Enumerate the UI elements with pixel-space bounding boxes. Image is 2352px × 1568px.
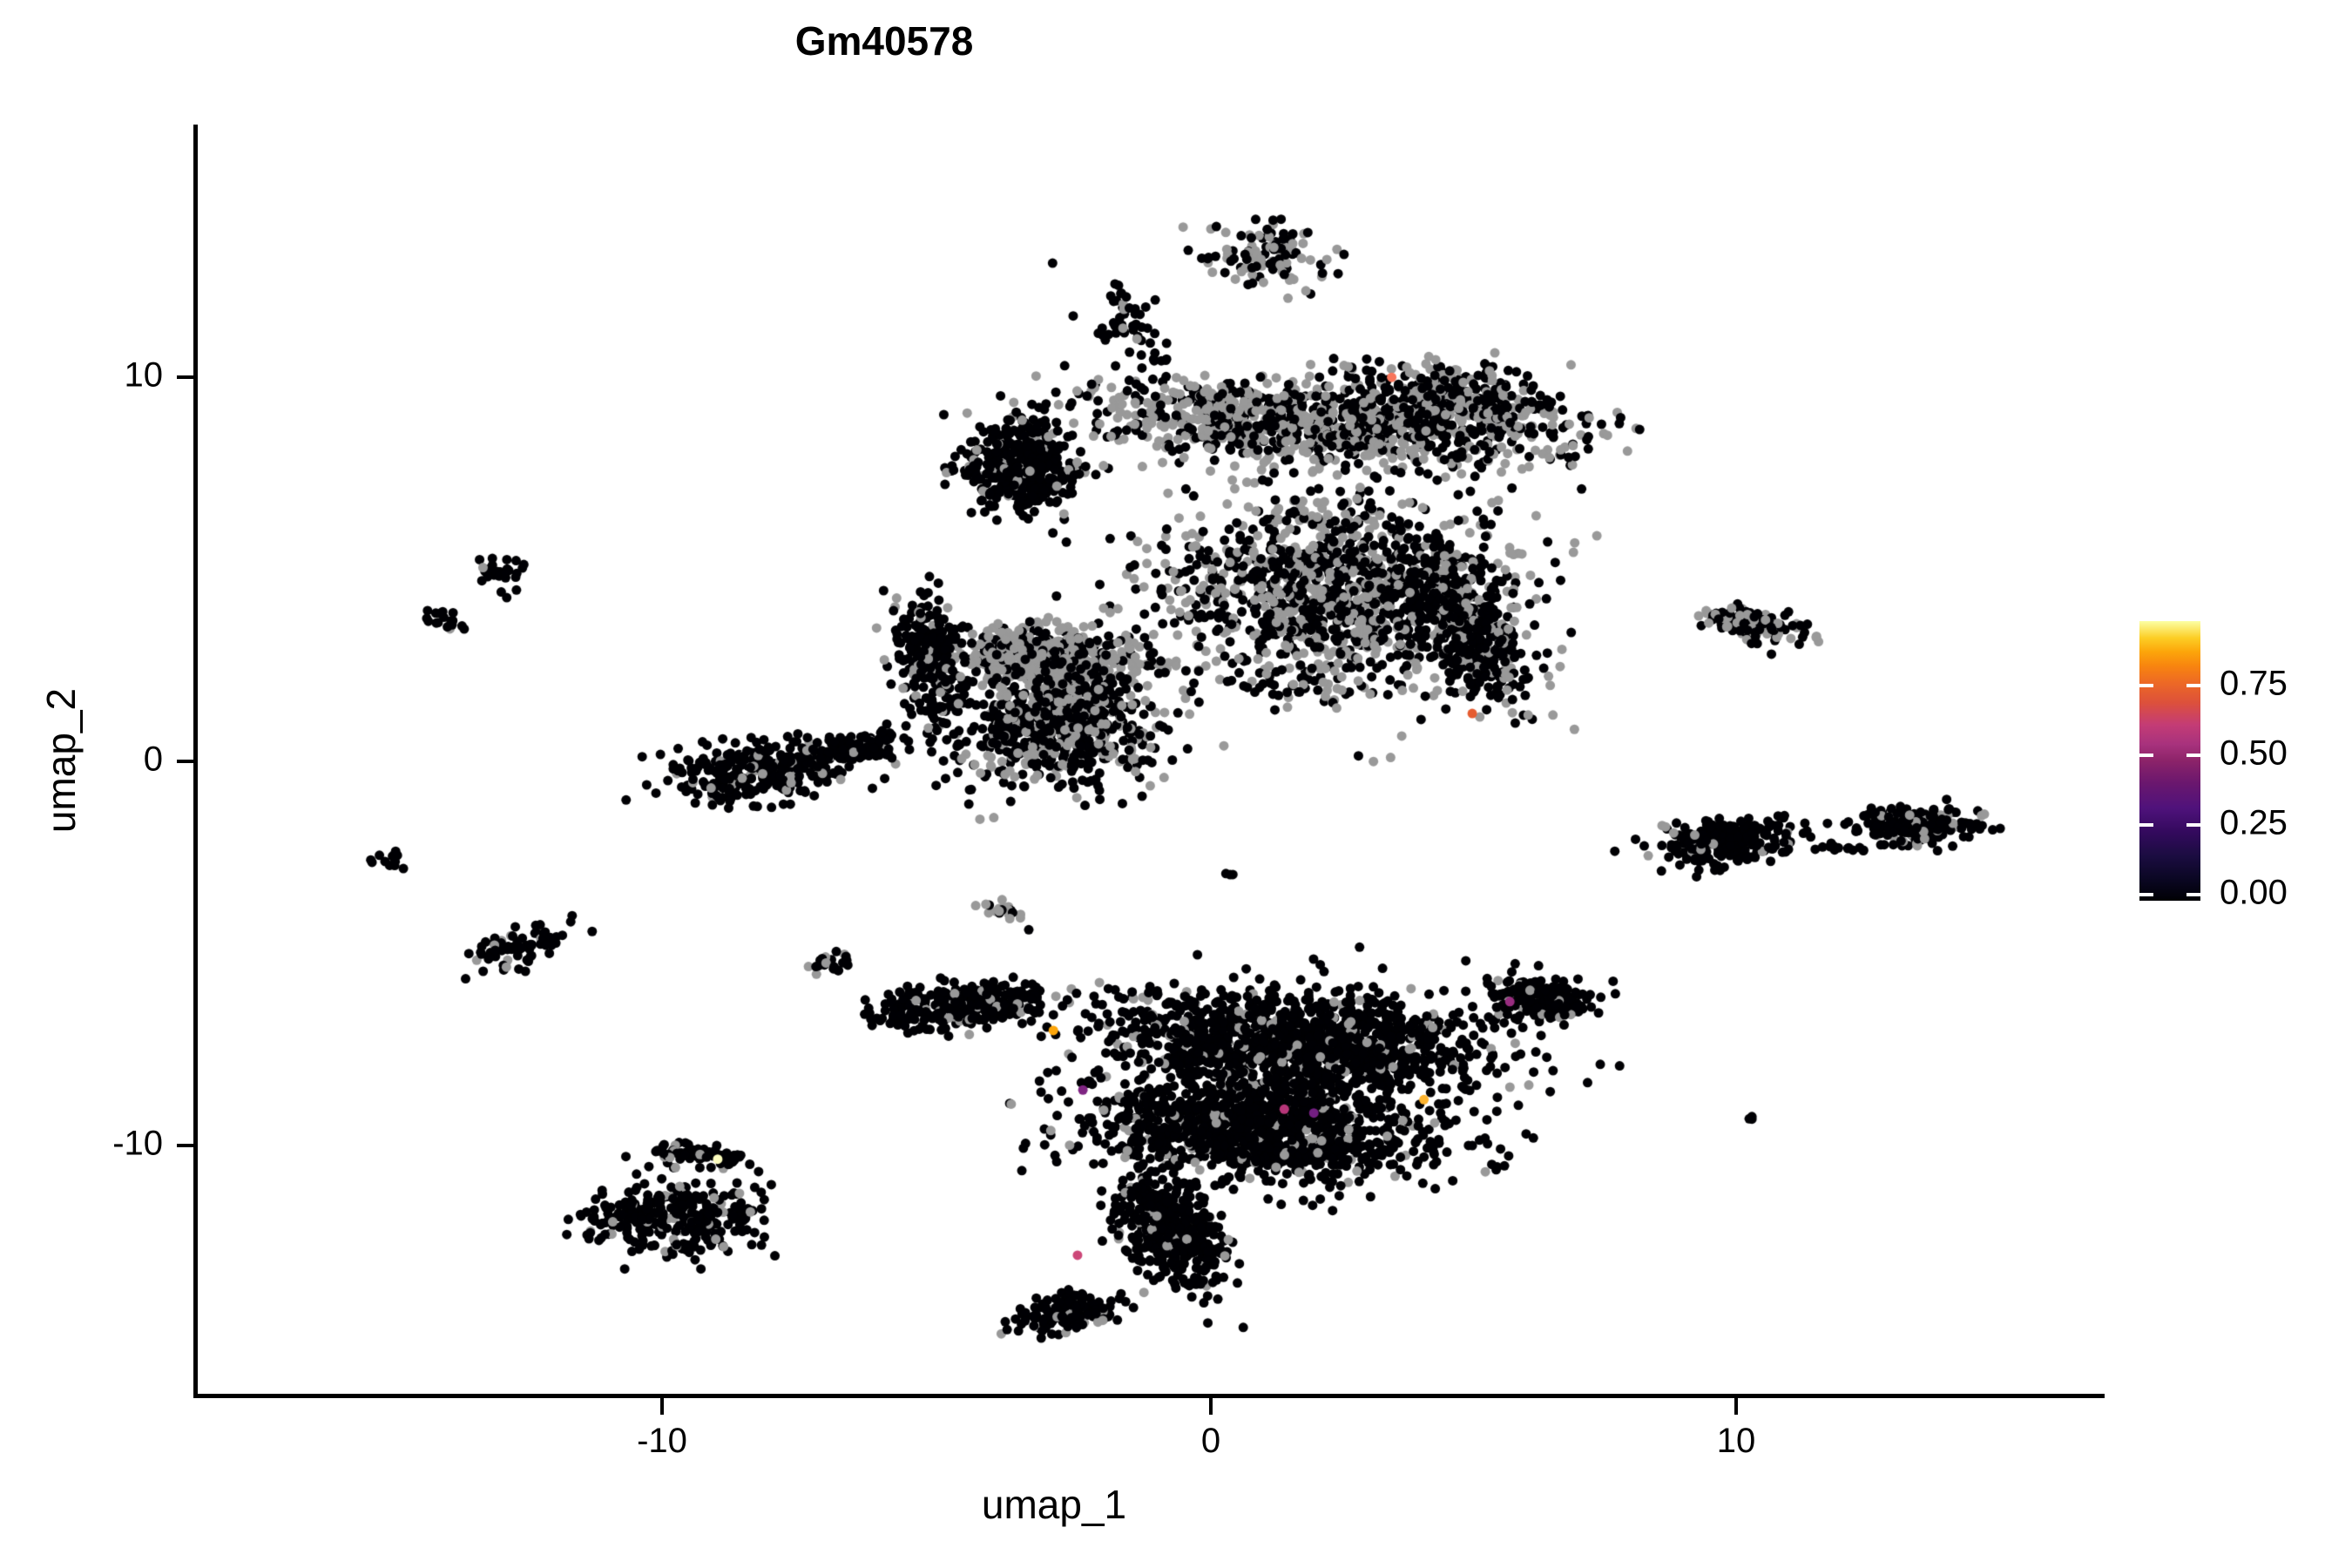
y-tick-label-neg10: -10 bbox=[112, 1124, 163, 1163]
y-tick-label-0: 0 bbox=[143, 740, 163, 779]
x-tick-label-0: 0 bbox=[1200, 1422, 1221, 1460]
colorbar-tick-000-right bbox=[2186, 893, 2200, 896]
x-tick-label-neg10: -10 bbox=[637, 1422, 687, 1460]
x-tick-mark-neg10 bbox=[660, 1398, 664, 1415]
y-tick-label-10: 10 bbox=[124, 355, 164, 395]
y-tick-mark-0 bbox=[177, 760, 193, 763]
colorbar-legend: 0.75 0.50 0.25 0.00 bbox=[2139, 621, 2331, 912]
y-axis-line bbox=[193, 125, 198, 1397]
colorbar-tick-075-left bbox=[2139, 684, 2153, 687]
colorbar-label-075: 0.75 bbox=[2220, 664, 2288, 703]
colorbar-tick-025-right bbox=[2186, 823, 2200, 827]
colorbar-label-000: 0.00 bbox=[2220, 873, 2288, 912]
plot-panel bbox=[196, 125, 2104, 1396]
y-tick-mark-neg10 bbox=[177, 1144, 193, 1147]
page-title: Gm40578 bbox=[794, 18, 974, 64]
x-axis-title: umap_1 bbox=[981, 1482, 1127, 1527]
x-axis-line bbox=[193, 1394, 2105, 1398]
x-tick-label-10: 10 bbox=[1716, 1422, 1756, 1460]
colorbar-tick-075-right bbox=[2186, 684, 2200, 687]
colorbar-tick-050-left bbox=[2139, 754, 2153, 757]
x-tick-mark-0 bbox=[1209, 1398, 1213, 1415]
y-axis-title: umap_2 bbox=[38, 687, 84, 834]
colorbar-tick-025-left bbox=[2139, 823, 2153, 827]
colorbar-label-025: 0.25 bbox=[2220, 803, 2288, 842]
colorbar-gradient bbox=[2139, 621, 2200, 901]
colorbar-tick-000-left bbox=[2139, 893, 2153, 896]
scatter-plot-canvas bbox=[196, 125, 2104, 1396]
x-tick-mark-10 bbox=[1734, 1398, 1738, 1415]
y-tick-mark-10 bbox=[177, 375, 193, 379]
colorbar-label-050: 0.50 bbox=[2220, 733, 2288, 773]
colorbar-tick-050-right bbox=[2186, 754, 2200, 757]
